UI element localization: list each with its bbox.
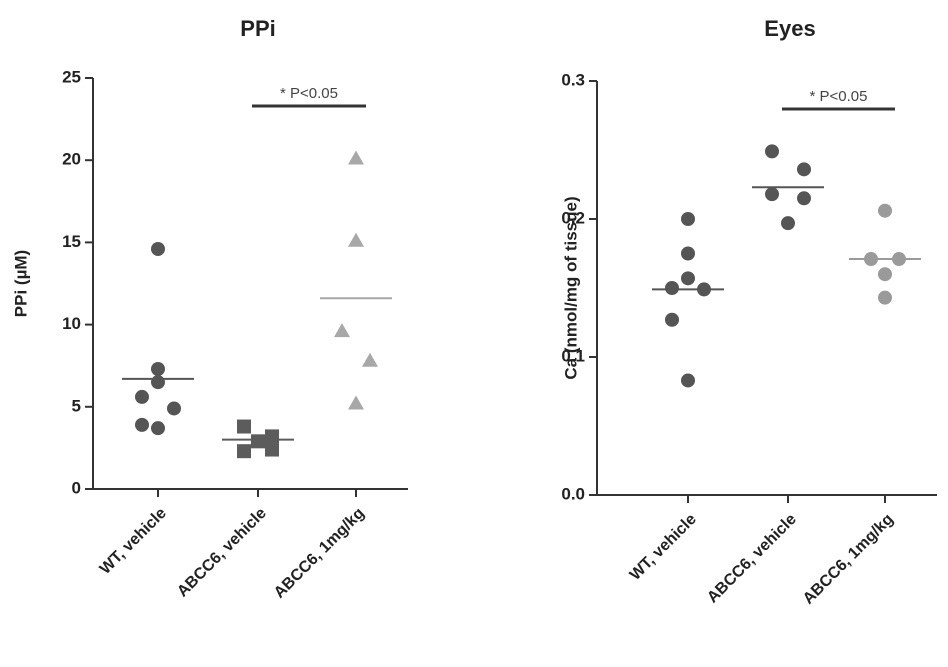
y-tick-label: 20 <box>62 150 81 169</box>
point <box>167 401 181 416</box>
point <box>681 212 695 226</box>
point <box>151 361 165 376</box>
point <box>681 246 695 261</box>
point <box>265 429 279 444</box>
point <box>781 216 795 231</box>
x-tick-label: ABCC6, vehicle <box>704 511 800 607</box>
x-tick-label: ABCC6, vehicle <box>174 505 270 601</box>
point <box>348 150 364 165</box>
y-axis-label: PPi (µM) <box>11 250 30 317</box>
y-tick-label: 5 <box>72 396 81 415</box>
point <box>135 389 149 404</box>
point <box>151 421 165 436</box>
point <box>237 444 251 459</box>
x-tick-label: ABCC6, 1mg/kg <box>271 505 368 602</box>
point <box>797 162 811 177</box>
y-axis-label: Ca (nmol/mg of tissue) <box>561 196 580 379</box>
point <box>765 144 779 159</box>
y-tick-label: 0 <box>72 478 81 497</box>
point <box>765 187 779 202</box>
point <box>151 375 165 390</box>
point <box>334 323 350 338</box>
point <box>251 434 265 449</box>
y-tick-label: 0.2 <box>561 208 585 227</box>
point <box>878 203 892 218</box>
point <box>665 281 679 295</box>
point <box>665 312 679 327</box>
chart-title: Eyes <box>764 16 815 41</box>
point <box>681 271 695 286</box>
point <box>878 290 892 305</box>
point <box>362 352 378 367</box>
x-tick-label: WT, vehicle <box>97 505 170 578</box>
y-tick-label: 10 <box>62 314 81 333</box>
x-tick-label: WT, vehicle <box>627 511 700 584</box>
y-tick-label: 0.0 <box>561 484 585 503</box>
point <box>878 267 892 282</box>
point <box>348 395 364 410</box>
point <box>265 442 279 457</box>
x-tick-label: ABCC6, 1mg/kg <box>800 511 897 608</box>
y-tick-label: 0.1 <box>561 346 585 365</box>
point <box>681 373 695 388</box>
point <box>237 419 251 434</box>
significance-label: * P<0.05 <box>810 88 868 105</box>
point <box>135 417 149 432</box>
point <box>797 191 811 206</box>
significance-label: * P<0.05 <box>280 85 338 102</box>
y-tick-label: 25 <box>62 67 81 86</box>
y-tick-label: 0.3 <box>561 70 585 89</box>
point <box>151 241 165 256</box>
y-tick-label: 15 <box>62 232 81 251</box>
chart-title: PPi <box>240 16 275 41</box>
point <box>348 232 364 247</box>
